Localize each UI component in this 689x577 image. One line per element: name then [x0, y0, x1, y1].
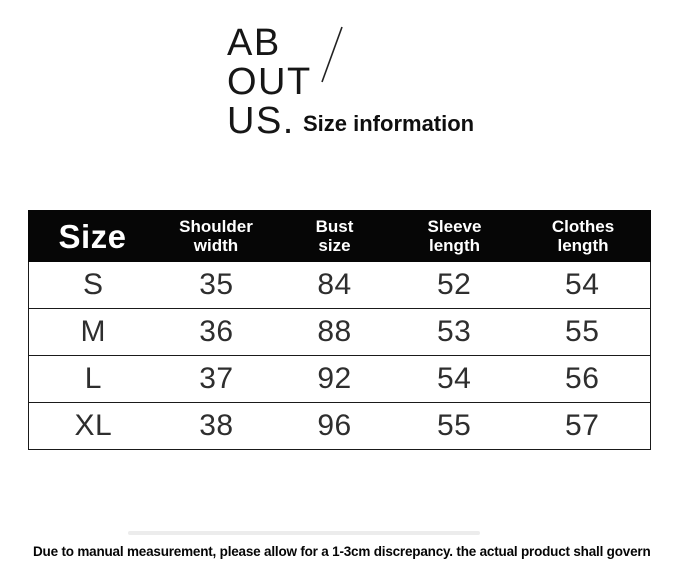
- cell-sleeve-length: 54: [436, 362, 472, 395]
- section-title: Size information: [303, 111, 475, 136]
- header-bust-size: Bust size: [275, 210, 394, 262]
- logo-line-3: US.: [227, 100, 295, 142]
- logo-line-1: AB: [227, 22, 281, 64]
- header-shoulder-width: Shoulder width: [157, 210, 275, 262]
- size-table: Size Shoulder width Bust size Sleeve len…: [28, 210, 651, 450]
- cell-clothes-length: 56: [565, 362, 600, 395]
- table-row-s: S 35 84 52 54: [29, 262, 650, 309]
- cell-size: L: [84, 362, 102, 395]
- cell-shoulder-width: 35: [199, 268, 234, 301]
- table-row-m: M 36 88 53 55: [29, 309, 650, 356]
- cell-clothes-length: 54: [565, 268, 600, 301]
- cell-bust-size: 84: [317, 268, 352, 301]
- header-line: length: [557, 236, 609, 255]
- header-line: Shoulder: [179, 217, 253, 236]
- cell-size: XL: [74, 409, 113, 442]
- cell-shoulder-width: 38: [199, 409, 234, 442]
- header-clothes-length: Clothes length: [515, 210, 651, 262]
- cell-shoulder-width: 36: [199, 315, 234, 348]
- brand-logo: AB OUT US.: [227, 24, 312, 141]
- header-line: length: [429, 236, 480, 255]
- table-row-xl: XL 38 96 55 57: [29, 403, 650, 450]
- cell-size: M: [80, 315, 107, 348]
- diagonal-slash-icon: [321, 26, 343, 83]
- header-line: width: [193, 236, 239, 255]
- header-sleeve-length: Sleeve length: [394, 210, 515, 262]
- header-line: size: [318, 236, 351, 255]
- size-table-body: S 35 84 52 54 M 36 88 53 55 L 37 92 54 5…: [28, 262, 651, 450]
- cell-clothes-length: 57: [565, 409, 600, 442]
- cell-clothes-length: 55: [565, 315, 600, 348]
- header-line: Clothes: [551, 217, 615, 236]
- header-line: Bust: [315, 217, 354, 236]
- header-size: Size: [58, 217, 127, 255]
- faint-divider: [128, 531, 480, 535]
- logo-line-2: OUT: [227, 61, 312, 103]
- cell-sleeve-length: 53: [436, 315, 472, 348]
- cell-bust-size: 88: [317, 315, 352, 348]
- header-line: Sleeve: [427, 217, 482, 236]
- cell-shoulder-width: 37: [199, 362, 234, 395]
- cell-bust-size: 96: [317, 409, 352, 442]
- disclaimer-text: Due to manual measurement, please allow …: [33, 544, 651, 559]
- cell-sleeve-length: 55: [436, 409, 472, 442]
- cell-bust-size: 92: [317, 362, 352, 395]
- table-row-l: L 37 92 54 56: [29, 356, 650, 403]
- cell-sleeve-length: 52: [436, 268, 472, 301]
- cell-size: S: [83, 268, 104, 301]
- size-table-header: Size Shoulder width Bust size Sleeve len…: [28, 210, 651, 262]
